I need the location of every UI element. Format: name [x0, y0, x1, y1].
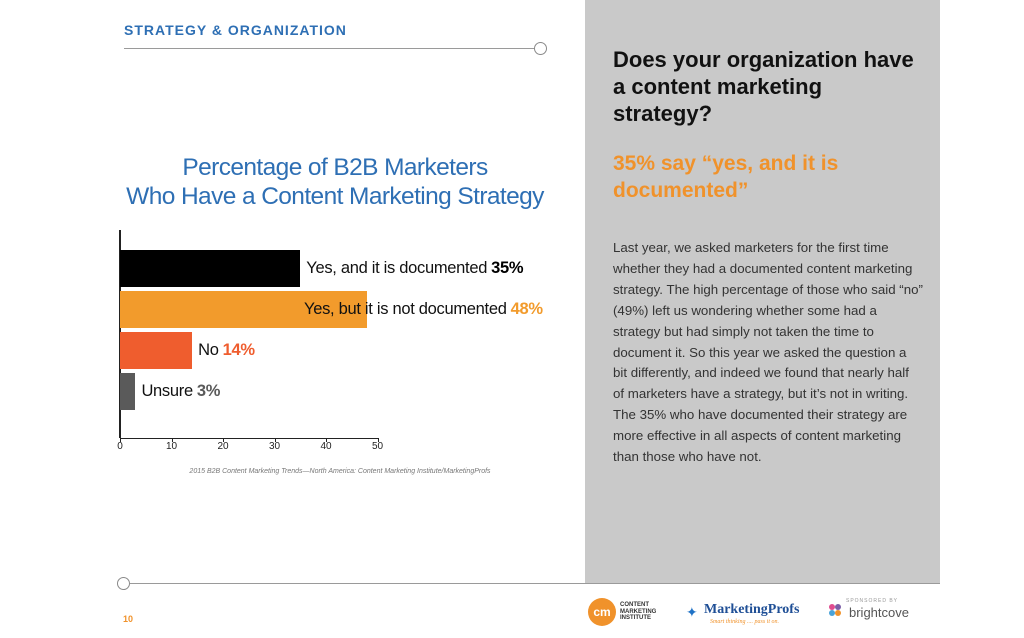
cmi-logo-text: CONTENT MARKETING INSTITUTE [620, 602, 656, 622]
marketingprofs-bird-icon: ✦ [686, 604, 698, 620]
bar-value-label: 48% [510, 300, 543, 318]
sidebar-question: Does your organization have a content ma… [613, 47, 914, 126]
cmi-logo-icon: cm [588, 598, 616, 626]
bar-chart: 0 10 20 30 40 50 Yes, and it is documented 35% Y… [0, 0, 585, 470]
x-tick-label: 0 [117, 441, 123, 452]
x-tick-label: 30 [268, 441, 281, 452]
x-tick-mark [377, 438, 379, 442]
x-tick-mark [120, 438, 121, 442]
bar-value-label: 3% [196, 382, 221, 400]
cmi-line-3: INSTITUTE [620, 615, 651, 621]
brightcove-logo: brightcove [849, 605, 909, 620]
x-tick-label: 20 [217, 441, 229, 452]
bar-category-label: Unsure [141, 382, 193, 400]
sponsored-by-label: SPONSORED BY [846, 598, 899, 604]
bar-0 [120, 250, 301, 287]
chart-title: Percentage of B2B Marketers Who Have a C… [105, 153, 565, 211]
bar-label-3: Unsure 3% [141, 373, 220, 410]
bar-label-0: Yes, and it is documented 35% [306, 250, 523, 287]
bar-category-label: Yes, but it is not documented [304, 300, 507, 318]
marketingprofs-tagline: Smart thinking .... pass it on. [710, 619, 780, 625]
sidebar-answer: 35% say “yes, and it is documented” [613, 152, 839, 202]
x-tick-label: 50 [371, 441, 384, 452]
bar-3 [120, 373, 136, 410]
sidebar-body: Last year, we asked marketers for the fi… [613, 240, 923, 465]
page-number: 10 [123, 614, 134, 624]
brightcove-logo-icon [829, 604, 841, 616]
sidebar-panel [585, 0, 940, 583]
marketingprofs-name: MarketingProfs [704, 602, 800, 617]
bar-2 [120, 332, 193, 369]
x-tick-mark [223, 438, 224, 442]
x-tick-mark [171, 438, 173, 442]
chart-title-line-1: Percentage of B2B Marketers [182, 154, 488, 181]
bar-label-2: No 14% [198, 332, 255, 369]
header-rule [124, 48, 536, 49]
chart-source: 2015 B2B Content Marketing Trends—North … [189, 468, 491, 475]
header-rule-end-circle [534, 42, 547, 55]
x-tick-label: 40 [320, 441, 332, 452]
cmi-line-2: MARKETING [620, 608, 657, 615]
footer-rule [130, 583, 940, 584]
x-tick-mark [274, 438, 276, 442]
x-axis-line [120, 438, 378, 439]
bar-category-label: Yes, and it is documented [306, 259, 488, 277]
cmi-line-1: CONTENT [620, 602, 649, 608]
footer-rule-start-circle [117, 577, 130, 590]
bar-value-label: 35% [491, 259, 524, 277]
bar-1 [120, 291, 368, 328]
x-tick-label: 10 [165, 441, 178, 452]
marketingprofs-logo: MarketingProfs [704, 602, 799, 618]
bar-category-label: No [198, 341, 219, 359]
x-tick-mark [326, 438, 327, 442]
bar-label-1: Yes, but it is not documented 48% [304, 291, 543, 328]
chart-title-line-2: Who Have a Content Marketing Strategy [126, 183, 544, 210]
bar-value-label: 14% [222, 341, 255, 359]
section-title: STRATEGY & ORGANIZATION [124, 22, 347, 38]
y-axis-line [119, 230, 121, 438]
